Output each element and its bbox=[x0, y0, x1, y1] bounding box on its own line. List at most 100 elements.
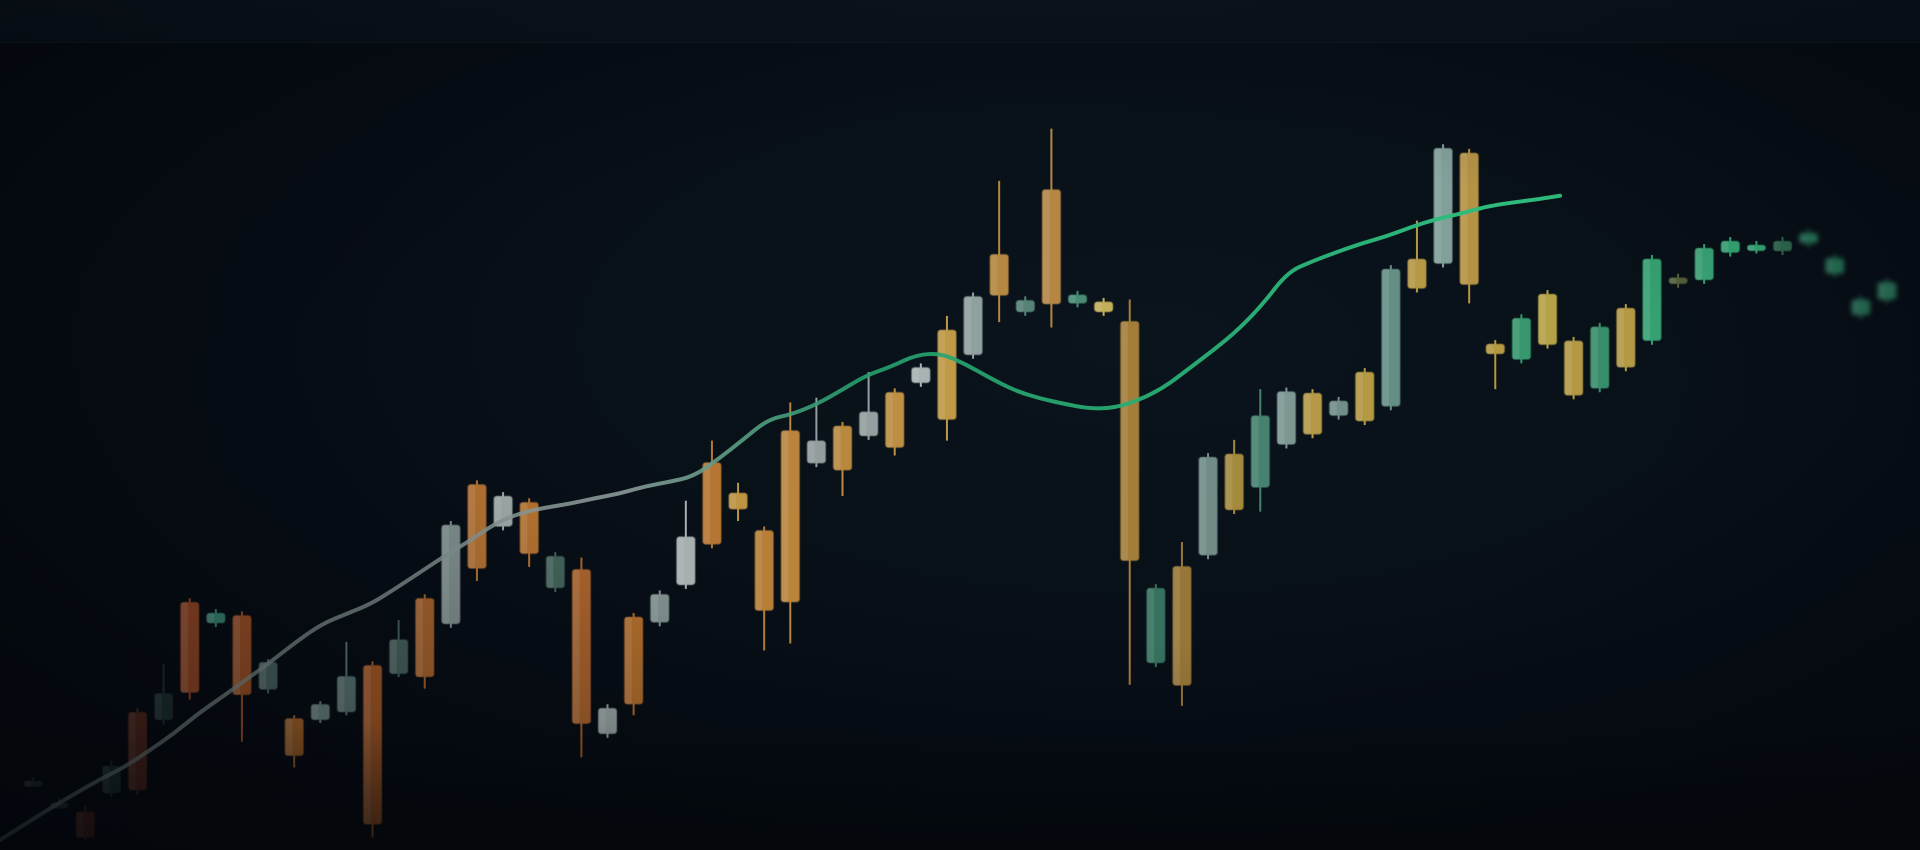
candle-highlight bbox=[625, 616, 632, 705]
candle-highlight bbox=[181, 602, 188, 693]
candle-highlight bbox=[703, 462, 711, 545]
candle bbox=[1511, 314, 1531, 364]
candle bbox=[1616, 304, 1636, 372]
candle bbox=[1485, 340, 1505, 390]
candle bbox=[363, 661, 382, 838]
candle-highlight bbox=[1617, 308, 1625, 368]
candle bbox=[780, 402, 800, 644]
candle bbox=[650, 590, 670, 627]
candle-highlight bbox=[912, 367, 920, 383]
candle bbox=[206, 609, 226, 628]
candle bbox=[415, 594, 435, 689]
candle-highlight bbox=[1669, 277, 1677, 284]
candle-highlight bbox=[155, 693, 162, 720]
candle bbox=[1015, 296, 1035, 316]
candle-highlight bbox=[1486, 343, 1494, 355]
candle-highlight bbox=[1304, 393, 1311, 435]
candle bbox=[1381, 265, 1401, 411]
candle-highlight bbox=[468, 484, 476, 569]
candle-highlight bbox=[76, 811, 84, 838]
candle-highlight bbox=[1042, 189, 1050, 305]
candle bbox=[624, 613, 644, 716]
candle-highlight bbox=[807, 440, 815, 464]
candle bbox=[180, 598, 200, 700]
candle bbox=[1564, 336, 1584, 400]
candle-highlight bbox=[1695, 247, 1703, 280]
candle-highlight bbox=[1565, 340, 1572, 396]
candle bbox=[1459, 148, 1479, 304]
candle-highlight bbox=[1434, 148, 1442, 264]
candle bbox=[1433, 144, 1453, 268]
candle-highlight bbox=[599, 708, 606, 734]
candle-highlight bbox=[1408, 258, 1416, 289]
candle bbox=[1538, 290, 1557, 349]
candle bbox=[859, 372, 879, 440]
candle-highlight bbox=[1147, 588, 1155, 663]
candle bbox=[389, 620, 409, 677]
candle bbox=[1825, 254, 1845, 278]
candle-highlight bbox=[129, 712, 136, 791]
candle-highlight bbox=[1330, 400, 1337, 416]
candle bbox=[284, 715, 304, 768]
candle bbox=[23, 777, 43, 787]
candle bbox=[1068, 290, 1087, 308]
candle bbox=[1120, 299, 1140, 685]
candle bbox=[1172, 542, 1192, 706]
candle bbox=[310, 701, 330, 723]
candle-highlight bbox=[1826, 258, 1833, 274]
candle-highlight bbox=[1382, 269, 1390, 407]
candle bbox=[1851, 295, 1871, 319]
candle-highlight bbox=[285, 718, 293, 756]
candle-highlight bbox=[834, 425, 841, 471]
candle-highlight bbox=[1852, 299, 1860, 316]
candle-highlight bbox=[1121, 321, 1128, 561]
candle bbox=[1746, 240, 1766, 254]
candle bbox=[1799, 229, 1819, 248]
candle-highlight bbox=[572, 569, 580, 724]
candle bbox=[1642, 255, 1662, 345]
candle-highlight bbox=[964, 296, 972, 355]
candle bbox=[1250, 389, 1270, 512]
candle-highlight bbox=[1095, 301, 1102, 312]
candle bbox=[1329, 396, 1349, 420]
candle bbox=[937, 315, 957, 441]
candle-highlight bbox=[1356, 372, 1363, 422]
candle bbox=[336, 641, 356, 716]
candle bbox=[598, 704, 617, 738]
candle bbox=[545, 552, 565, 592]
candle bbox=[1668, 273, 1688, 288]
candle-highlight bbox=[1878, 282, 1886, 300]
candle bbox=[1877, 278, 1897, 304]
candle-highlight bbox=[1800, 233, 1807, 244]
candle bbox=[911, 363, 931, 387]
candle bbox=[1303, 389, 1322, 439]
candle-highlight bbox=[390, 639, 397, 674]
candle-highlight bbox=[729, 492, 737, 510]
candle bbox=[1590, 322, 1610, 393]
candle-highlight bbox=[1512, 318, 1520, 360]
candle bbox=[989, 180, 1009, 323]
candle-highlight bbox=[1747, 244, 1755, 251]
candle bbox=[963, 292, 983, 359]
candle bbox=[154, 663, 174, 725]
candle-highlight bbox=[1199, 457, 1207, 556]
candle bbox=[1773, 237, 1792, 255]
candle-highlight bbox=[938, 329, 946, 420]
candle bbox=[441, 520, 461, 628]
candle bbox=[1041, 128, 1061, 328]
candle bbox=[1276, 387, 1296, 449]
candle bbox=[128, 708, 147, 795]
candle-highlight bbox=[990, 254, 998, 296]
candle bbox=[1355, 368, 1375, 426]
candle-highlight bbox=[1225, 453, 1233, 511]
candle-highlight bbox=[1460, 152, 1468, 285]
candle bbox=[754, 526, 774, 651]
candle-highlight bbox=[442, 524, 450, 624]
candle bbox=[1146, 584, 1166, 667]
candle-highlight bbox=[1591, 326, 1598, 389]
candle-highlight bbox=[24, 780, 32, 787]
candle-highlight bbox=[1643, 258, 1651, 341]
candle-highlight bbox=[337, 676, 345, 713]
candle-highlight bbox=[886, 392, 893, 448]
